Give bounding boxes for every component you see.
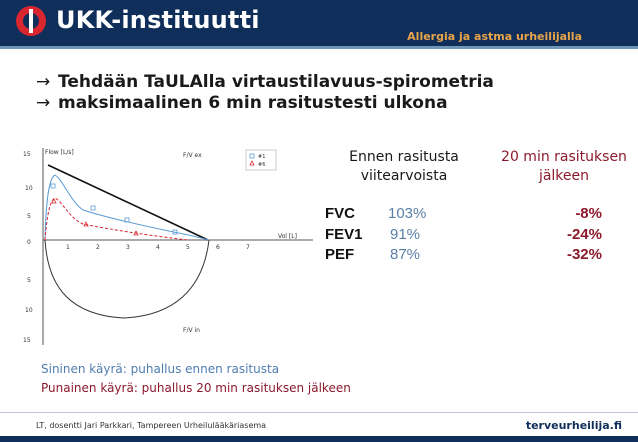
footer-credit: LT, dosentti Jari Parkkari, Tampereen Ur… xyxy=(36,421,267,430)
legend-entry: #1 xyxy=(258,154,265,160)
x-tick-label: 6 xyxy=(216,244,220,251)
x-tick-label: 7 xyxy=(246,244,250,251)
footer-bar xyxy=(0,436,638,442)
row-after-fev1: -24% xyxy=(566,226,602,243)
bullet-item: → Tehdään TaULAlla virtaustilavuus-spiro… xyxy=(36,72,494,93)
x-tick-label: 1 xyxy=(66,244,70,251)
header-subtitle: Allergia ja astma urheilijalla xyxy=(407,30,582,43)
x-tick-label: 3 xyxy=(126,244,130,251)
fv-in-label: F/V in xyxy=(183,327,200,334)
column-header-before: Ennen rasitusta viitearvoista xyxy=(334,148,474,186)
y-tick-label: 0 xyxy=(27,239,31,246)
y-axis-title: Flow [L/s] xyxy=(45,149,74,156)
header-divider xyxy=(0,46,638,49)
y-tick-label: 15 xyxy=(23,337,31,344)
note-blue-curve: Sininen käyrä: puhallus ennen rasitusta xyxy=(41,362,280,376)
reference-line xyxy=(47,164,209,241)
bullet-list: → Tehdään TaULAlla virtaustilavuus-spiro… xyxy=(36,72,494,114)
row-label-fev1: FEV1 xyxy=(325,226,363,243)
row-before-fev1: 91% xyxy=(390,226,421,243)
row-after-fvc: -8% xyxy=(575,205,602,222)
inspiratory-curve xyxy=(44,239,210,319)
brand-title: UKK-instituutti xyxy=(56,6,260,34)
row-label-fvc: FVC xyxy=(325,205,355,222)
column-header-line: viitearvoista xyxy=(360,168,448,184)
ukk-logo-icon xyxy=(16,6,46,36)
row-before-fvc: 103% xyxy=(388,205,427,222)
header-bar: UKK-instituutti Allergia ja astma urheil… xyxy=(0,0,638,46)
column-header-after: 20 min rasituksen jälkeen xyxy=(490,148,638,186)
right-arrow-icon: → xyxy=(36,93,51,113)
footer-site-link[interactable]: terveurheilija.fi xyxy=(525,419,622,432)
x-tick-label: 5 xyxy=(186,244,190,251)
blue-curve xyxy=(44,174,210,241)
row-before-pef: 87% xyxy=(390,246,421,263)
x-axis-title: Vol [L] xyxy=(278,233,297,240)
footer-divider xyxy=(0,412,638,413)
column-header-line: 20 min rasituksen xyxy=(501,149,627,165)
flow-volume-plot: 15 10 5 0 5 10 15 1 2 3 4 5 6 7 Flow [L/… xyxy=(13,140,333,350)
row-label-pef: PEF xyxy=(325,246,355,263)
bullet-text: maksimaalinen 6 min rasitustesti ulkona xyxy=(58,93,448,113)
column-header-line: Ennen rasitusta xyxy=(349,149,459,165)
y-tick-label: 5 xyxy=(27,213,31,220)
note-red-curve: Punainen käyrä: puhallus 20 min rasituks… xyxy=(41,381,351,395)
y-tick-label: 10 xyxy=(25,307,33,314)
plot-legend xyxy=(245,149,277,171)
fv-ex-label: F/V ex xyxy=(183,152,202,159)
column-header-line: jälkeen xyxy=(538,168,590,184)
y-tick-label: 5 xyxy=(27,277,31,284)
red-curve xyxy=(44,197,189,241)
bullet-item: → maksimaalinen 6 min rasitustesti ulkon… xyxy=(36,93,494,114)
y-tick-label: 10 xyxy=(25,185,33,192)
bullet-text: Tehdään TaULAlla virtaustilavuus-spirome… xyxy=(58,72,494,92)
x-tick-label: 2 xyxy=(96,244,100,251)
x-tick-label: 4 xyxy=(156,244,160,251)
right-arrow-icon: → xyxy=(36,72,51,92)
legend-entry: #6 xyxy=(258,162,265,168)
row-after-pef: -32% xyxy=(566,246,602,263)
y-tick-label: 15 xyxy=(23,151,31,158)
